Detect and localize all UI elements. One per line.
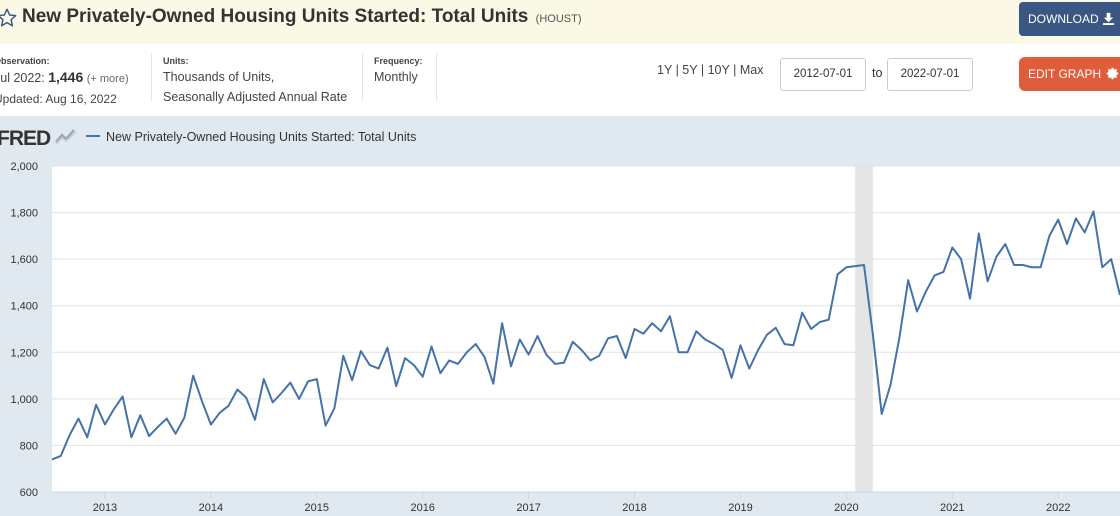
- series-id: (HOUST): [535, 13, 582, 25]
- range-10y[interactable]: 10Y: [707, 63, 730, 77]
- x-tick-label: 2020: [834, 502, 858, 514]
- download-label: DOWNLOAD: [1028, 12, 1099, 26]
- updated-date: Updated: Aug 16, 2022: [0, 92, 117, 106]
- fred-logo: FRED: [0, 127, 51, 150]
- start-date-input[interactable]: 2012-07-01: [780, 58, 866, 91]
- series-title: New Privately-Owned Housing Units Starte…: [22, 6, 529, 27]
- x-tick-label: 2016: [410, 502, 434, 514]
- range-5y[interactable]: 5Y: [682, 63, 698, 77]
- edit-graph-button[interactable]: EDIT GRAPH: [1019, 57, 1120, 91]
- x-tick-label: 2015: [305, 502, 329, 514]
- units-line-2: Seasonally Adjusted Annual Rate: [163, 90, 348, 104]
- observation-period: Jul 2022:: [0, 71, 45, 85]
- observation-block: Observation: Jul 2022: 1,446 (+ more) Up…: [0, 55, 129, 109]
- title-bar: New Privately-Owned Housing Units Starte…: [0, 0, 1120, 44]
- frequency-label: Frequency:: [374, 56, 423, 66]
- download-icon: [1102, 12, 1114, 25]
- range-separator: |: [700, 63, 705, 77]
- y-tick-label: 1,200: [10, 347, 38, 359]
- range-separator: |: [675, 63, 679, 77]
- recession-band: [855, 166, 873, 492]
- units-line-1: Thousands of Units,: [163, 70, 275, 84]
- y-tick-label: 800: [20, 440, 38, 452]
- range-max[interactable]: Max: [739, 63, 764, 77]
- x-tick-label: 2014: [199, 502, 223, 514]
- y-tick-label: 1,000: [10, 394, 38, 406]
- legend-label: New Privately-Owned Housing Units Starte…: [106, 130, 417, 144]
- download-button[interactable]: DOWNLOAD: [1019, 2, 1120, 36]
- y-tick-label: 1,400: [10, 301, 38, 313]
- observation-more-link[interactable]: (+ more): [86, 73, 129, 85]
- y-tick-label: 600: [20, 487, 38, 499]
- x-tick-label: 2022: [1046, 502, 1070, 514]
- y-tick-label: 2,000: [10, 161, 38, 173]
- meta-divider: [436, 53, 437, 101]
- gear-icon: [1107, 67, 1119, 80]
- page-title: New Privately-Owned Housing Units Starte…: [22, 6, 582, 28]
- edit-graph-label: EDIT GRAPH: [1028, 67, 1102, 81]
- series-line[interactable]: [51, 210, 1120, 461]
- chart-legend: New Privately-Owned Housing Units Starte…: [86, 130, 416, 144]
- range-separator: |: [733, 63, 737, 77]
- x-tick-label: 2021: [940, 502, 964, 514]
- fred-logo-chart-icon: [55, 128, 77, 145]
- units-label: Units:: [163, 56, 189, 66]
- y-tick-label: 1,800: [10, 208, 38, 220]
- frequency-block: Frequency: Monthly: [374, 55, 423, 87]
- plot-area: [52, 166, 1120, 492]
- range-selector: 1Y | 5Y | 10Y | Max: [657, 63, 763, 77]
- meta-divider: [151, 53, 152, 101]
- x-tick-label: 2013: [93, 502, 117, 514]
- observation-label: Observation:: [0, 56, 50, 66]
- units-block: Units: Thousands of Units, Seasonally Ad…: [163, 55, 347, 107]
- star-outline-icon[interactable]: [0, 7, 18, 29]
- meta-divider: [362, 53, 363, 101]
- range-1y[interactable]: 1Y: [657, 63, 673, 77]
- observation-value: 1,446: [48, 69, 84, 85]
- x-tick-label: 2018: [622, 502, 646, 514]
- end-date-input[interactable]: 2022-07-01: [887, 58, 973, 91]
- frequency-value: Monthly: [374, 70, 418, 84]
- date-to-label: to: [872, 66, 883, 80]
- legend-swatch: [86, 135, 100, 137]
- x-tick-label: 2019: [728, 502, 752, 514]
- x-tick-label: 2017: [516, 502, 540, 514]
- y-tick-label: 1,600: [10, 254, 38, 266]
